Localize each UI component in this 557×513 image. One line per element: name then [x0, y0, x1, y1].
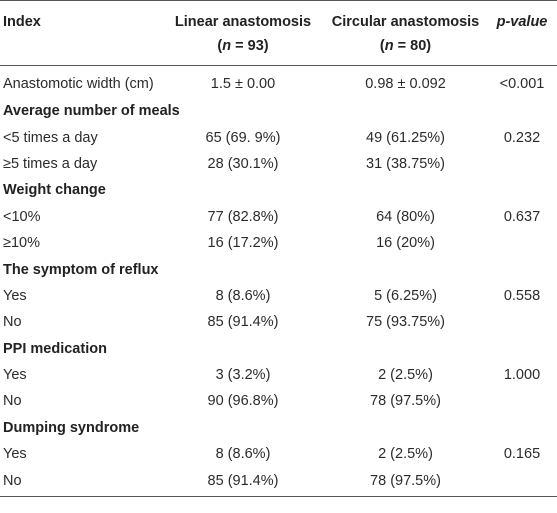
- table-row: No 85 (91.4%) 78 (97.5%): [0, 467, 557, 497]
- table-body: Anastomotic width (cm) 1.5 ± 0.00 0.98 ± 0…: [0, 66, 557, 497]
- linear-value: 77 (82.8%): [207, 208, 279, 225]
- circular-value: [324, 177, 487, 203]
- circular-value: 0.98 ± 0.092: [365, 76, 446, 92]
- group-label: Dumping syndrome: [3, 419, 140, 436]
- linear-value: 3 (3.2%): [215, 367, 271, 384]
- circular-value: 64 (80%): [376, 208, 435, 225]
- p-value: [487, 256, 557, 282]
- p-value: <0.001: [499, 76, 545, 92]
- table-row: ≥10% 16 (17.2%) 16 (20%): [0, 230, 557, 256]
- circular-value: [324, 98, 487, 124]
- circular-value: 78 (97.5%): [324, 467, 487, 497]
- row-label: ≥5 times a day: [3, 155, 98, 172]
- circular-value: [324, 256, 487, 282]
- linear-value: 65 (69. 9%): [205, 129, 281, 146]
- table-header: Index Linear anastomosis Circular anasto…: [0, 0, 557, 66]
- table-row: Yes 8 (8.6%) 5 (6.25%) 0.558: [0, 283, 557, 309]
- linear-value: 28 (30.1%): [207, 155, 279, 172]
- row-label: Anastomotic width (cm): [3, 76, 154, 92]
- p-value: [487, 415, 557, 441]
- linear-value: 8 (8.6%): [215, 446, 271, 463]
- linear-value: [162, 415, 324, 441]
- p-value: [487, 336, 557, 362]
- table-row: <5 times a day 65 (69. 9%) 49 (61.25%) 0.23…: [0, 124, 557, 150]
- header-linear-n-text: (n = 93): [217, 38, 269, 54]
- header-pvalue: p-value: [487, 0, 557, 33]
- linear-value: 85 (91.4%): [162, 467, 324, 497]
- circular-value: 75 (93.75%): [366, 314, 445, 331]
- table-row: Yes 3 (3.2%) 2 (2.5%) 1.000: [0, 362, 557, 388]
- circular-value: 16 (20%): [376, 235, 435, 252]
- row-label: <10%: [3, 208, 41, 225]
- linear-value: 85 (91.4%): [207, 314, 279, 331]
- linear-value: [162, 177, 324, 203]
- group-label: The symptom of reflux: [3, 261, 159, 278]
- circular-value: [324, 336, 487, 362]
- group-label: Weight change: [3, 182, 106, 199]
- header-index-blank: [0, 33, 162, 66]
- group-header-row: PPI medication: [0, 336, 557, 362]
- linear-value: 90 (96.8%): [207, 393, 279, 410]
- p-value: [487, 467, 557, 497]
- table-row: Yes 8 (8.6%) 2 (2.5%) 0.165: [0, 441, 557, 467]
- header-circular-n: (n = 80): [324, 33, 487, 66]
- table-row: <10% 77 (82.8%) 64 (80%) 0.637: [0, 204, 557, 230]
- table-row: No 85 (91.4%) 75 (93.75%): [0, 309, 557, 335]
- linear-value: 8 (8.6%): [215, 287, 271, 304]
- group-header-row: Average number of meals: [0, 98, 557, 124]
- linear-value: 1.5 ± 0.00: [210, 76, 276, 92]
- header-circular: Circular anastomosis: [324, 0, 487, 33]
- group-header-row: Weight change: [0, 177, 557, 203]
- p-value: 0.165: [503, 446, 541, 463]
- group-header-row: The symptom of reflux: [0, 256, 557, 282]
- row-label: Yes: [3, 287, 27, 304]
- circular-value: [324, 415, 487, 441]
- row-label: <5 times a day: [3, 129, 98, 146]
- table-row: No 90 (96.8%) 78 (97.5%): [0, 388, 557, 414]
- circular-value: 2 (2.5%): [378, 446, 433, 463]
- p-value: [487, 177, 557, 203]
- p-value: 0.558: [503, 287, 541, 304]
- row-label: No: [0, 467, 162, 497]
- p-value: [487, 98, 557, 124]
- circular-value: 2 (2.5%): [378, 367, 433, 384]
- linear-value: [162, 256, 324, 282]
- circular-value: 31 (38.75%): [366, 155, 445, 172]
- p-value: [487, 309, 557, 335]
- p-value: [487, 230, 557, 256]
- linear-value: [162, 336, 324, 362]
- table-row: Anastomotic width (cm) 1.5 ± 0.00 0.98 ± 0…: [0, 66, 557, 99]
- header-pvalue-blank: [487, 33, 557, 66]
- p-value: 0.232: [503, 129, 541, 146]
- header-linear-n: (n = 93): [162, 33, 324, 66]
- p-value: [487, 388, 557, 414]
- p-value: 0.637: [503, 208, 541, 225]
- header-linear: Linear anastomosis: [162, 0, 324, 33]
- linear-value: [162, 98, 324, 124]
- linear-value: 16 (17.2%): [207, 235, 279, 252]
- group-label: PPI medication: [3, 340, 107, 357]
- row-label: ≥10%: [3, 235, 40, 252]
- header-circular-n-text: (n = 80): [379, 38, 432, 54]
- row-label: No: [3, 314, 22, 331]
- group-header-row: Dumping syndrome: [0, 415, 557, 441]
- group-label: Average number of meals: [3, 103, 180, 120]
- circular-value: 5 (6.25%): [374, 287, 437, 304]
- comparison-table: Index Linear anastomosis Circular anasto…: [0, 0, 557, 497]
- header-index: Index: [0, 0, 162, 33]
- row-label: No: [3, 393, 22, 410]
- p-value: [487, 151, 557, 177]
- row-label: Yes: [3, 367, 27, 384]
- row-label: Yes: [3, 446, 27, 463]
- p-value: 1.000: [503, 367, 541, 384]
- circular-value: 49 (61.25%): [366, 129, 445, 146]
- table-row: ≥5 times a day 28 (30.1%) 31 (38.75%): [0, 151, 557, 177]
- circular-value: 78 (97.5%): [370, 393, 441, 410]
